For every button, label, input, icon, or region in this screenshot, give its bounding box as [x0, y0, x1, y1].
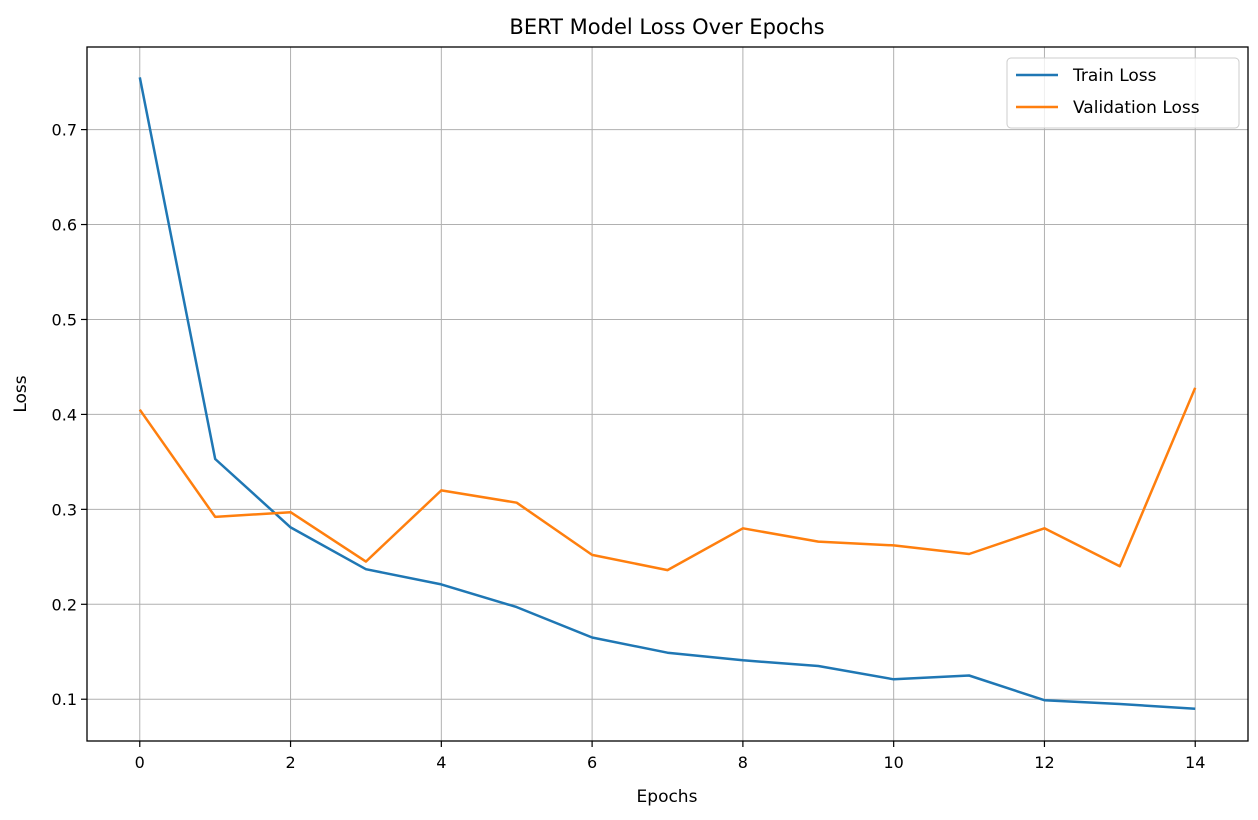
x-tick-label: 2: [285, 753, 295, 772]
x-axis: 0 2 4 6 8 10 12 14: [135, 741, 1205, 772]
legend-box: [1006, 57, 1240, 129]
y-axis: 0.1 0.2 0.3 0.4 0.5 0.6 0.7: [52, 121, 87, 709]
x-tick-label: 6: [587, 753, 597, 772]
legend-label-train-loss: Train Loss: [1072, 66, 1157, 86]
series-lines: [138, 77, 1197, 710]
legend-label-validation-loss: Validation Loss: [1073, 98, 1200, 118]
x-tick-label: 8: [738, 753, 748, 772]
x-axis-label: Epochs: [637, 787, 698, 807]
x-tick-label: 10: [883, 753, 903, 772]
x-tick-label: 0: [135, 753, 145, 772]
y-axis-label: Loss: [11, 375, 31, 412]
legend: Train Loss Validation Loss: [1006, 57, 1240, 129]
y-tick-label: 0.5: [52, 310, 77, 329]
plot-area-frame: [86, 46, 1249, 742]
y-tick-label: 0.2: [52, 595, 77, 614]
y-tick-label: 0.6: [52, 216, 77, 235]
x-tick-label: 12: [1034, 753, 1054, 772]
series-line-train-loss: [138, 77, 1196, 710]
grid: [87, 47, 1248, 741]
y-tick-label: 0.4: [52, 405, 77, 424]
x-tick-label: 4: [436, 753, 446, 772]
y-tick-label: 0.3: [52, 500, 77, 519]
y-tick-label: 0.7: [52, 121, 77, 140]
series-line-validation-loss: [138, 387, 1197, 572]
x-tick-label: 14: [1185, 753, 1205, 772]
y-tick-label: 0.1: [52, 690, 77, 709]
chart-title: BERT Model Loss Over Epochs: [509, 15, 824, 39]
